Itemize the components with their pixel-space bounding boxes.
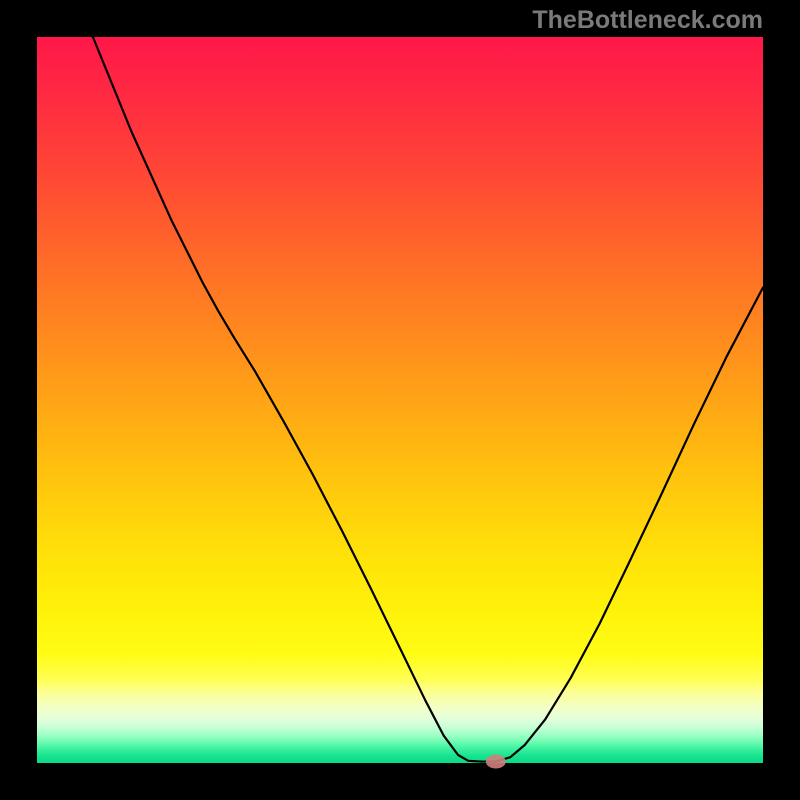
bottleneck-chart — [0, 0, 800, 800]
plot-background — [37, 37, 763, 763]
optimal-marker — [486, 755, 506, 769]
watermark-text: TheBottleneck.com — [532, 6, 763, 35]
